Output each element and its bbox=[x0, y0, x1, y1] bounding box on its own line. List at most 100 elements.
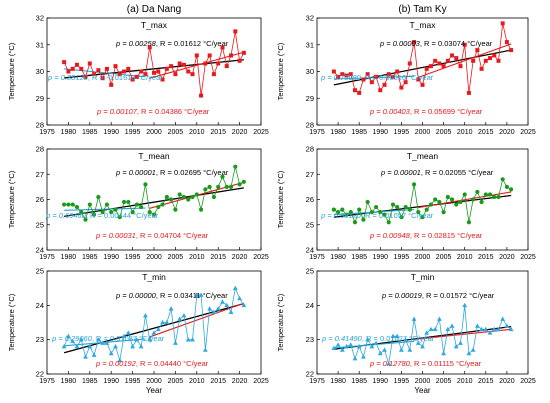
data-point bbox=[331, 69, 336, 74]
data-point bbox=[152, 70, 156, 75]
data-point bbox=[344, 212, 349, 217]
data-point bbox=[139, 69, 144, 74]
data-point bbox=[488, 56, 493, 61]
y-tick-label: 25 bbox=[306, 267, 314, 276]
data-point bbox=[233, 164, 238, 169]
x-tick-label: 2020 bbox=[499, 378, 515, 385]
data-point bbox=[357, 207, 362, 212]
x-tick-label: 2005 bbox=[436, 378, 452, 385]
data-point bbox=[403, 337, 409, 342]
data-point bbox=[156, 69, 161, 74]
data-point bbox=[113, 343, 118, 349]
x-tick-label: 1975 bbox=[39, 254, 55, 261]
x-tick-label: 1980 bbox=[61, 129, 77, 136]
data-point bbox=[407, 207, 412, 212]
panel-tam-ky-t-min: 1975 1980 1985 1990 1995 2000 2005 2010 2015 2020… bbox=[276, 267, 536, 396]
panel-tam-ky-t-mean: 1975 1980 1985 1990 1995 2000 2005 2010 2015 2020… bbox=[276, 145, 536, 262]
y-tick-label: 28 bbox=[306, 121, 314, 130]
x-tick-label: 1980 bbox=[61, 254, 77, 261]
data-point bbox=[160, 77, 165, 82]
x-tick-label: 2020 bbox=[232, 129, 248, 136]
data-point bbox=[336, 74, 341, 79]
data-point bbox=[509, 48, 514, 53]
data-point bbox=[479, 66, 484, 71]
y-axis-label: Temperature (°C) bbox=[276, 293, 285, 351]
data-point bbox=[348, 72, 353, 77]
data-point bbox=[344, 73, 349, 78]
data-point bbox=[450, 53, 455, 58]
stats-p-value: p = 0.00003 bbox=[379, 39, 421, 48]
data-point bbox=[143, 182, 148, 187]
stats-p-value: p = 0.00001 bbox=[115, 168, 156, 177]
data-point bbox=[474, 323, 480, 328]
x-tick-label: 2025 bbox=[520, 378, 536, 385]
x-tick-label: 2000 bbox=[415, 129, 431, 136]
stats-p-value: p = 0.00000 bbox=[115, 291, 157, 300]
data-point bbox=[491, 326, 497, 332]
data-point bbox=[441, 210, 446, 215]
data-point bbox=[428, 202, 434, 207]
data-point bbox=[340, 72, 345, 77]
data-point bbox=[241, 179, 246, 184]
data-point bbox=[500, 21, 505, 26]
stats-label-early: p = 0.38120, R = -0.01613 °C/year bbox=[47, 73, 163, 82]
data-point bbox=[126, 66, 131, 71]
trend-line-late bbox=[149, 302, 245, 338]
data-point bbox=[164, 319, 170, 325]
data-point bbox=[441, 350, 446, 356]
x-tick-label: 1995 bbox=[125, 129, 141, 136]
data-point bbox=[340, 207, 345, 212]
stats-label-full: p = 0.00000, R = 0.03411 °C/year bbox=[115, 291, 228, 300]
x-tick-label: 2015 bbox=[478, 254, 494, 261]
x-tick-label: 2025 bbox=[520, 254, 536, 261]
stats-rate: , R = 0.00444 °C/year bbox=[86, 211, 159, 220]
x-tick-label: 1975 bbox=[39, 378, 55, 385]
data-point bbox=[378, 88, 383, 93]
data-point bbox=[241, 50, 246, 55]
data-point bbox=[428, 326, 434, 332]
data-point bbox=[395, 204, 400, 210]
stats-p-value: p = 0.00948 bbox=[369, 231, 411, 240]
data-point bbox=[70, 66, 75, 71]
panel-da-nang-t-max: 1975 1980 1985 1990 1995 2000 2005 2010 2015 2020… bbox=[7, 14, 269, 137]
data-point bbox=[79, 210, 84, 215]
x-tick-label: 1985 bbox=[351, 378, 367, 385]
data-point bbox=[211, 194, 217, 200]
data-point bbox=[365, 72, 370, 77]
data-point bbox=[130, 77, 135, 82]
panel-title-tam-ky: (b) Tam Ky bbox=[398, 4, 446, 15]
y-tick-label: 24 bbox=[36, 246, 44, 255]
data-point bbox=[504, 184, 509, 189]
data-point bbox=[382, 347, 387, 352]
y-tick-label: 29 bbox=[306, 94, 314, 103]
data-point bbox=[70, 202, 75, 207]
data-point bbox=[454, 56, 459, 61]
data-point bbox=[194, 292, 200, 297]
stats-label-late: p = 0.00107, R = 0.04386 °C/year bbox=[96, 107, 210, 116]
x-tick-label: 1980 bbox=[330, 254, 346, 261]
data-point bbox=[91, 352, 97, 357]
data-point bbox=[411, 182, 417, 187]
data-point bbox=[224, 64, 229, 69]
stats-label-full: p = 0.00001, R = 0.02055 °C/year bbox=[380, 168, 494, 177]
y-tick-label: 30 bbox=[306, 67, 314, 76]
data-point bbox=[356, 343, 362, 349]
data-point bbox=[228, 184, 234, 189]
data-point bbox=[147, 45, 152, 50]
data-point bbox=[424, 330, 430, 335]
trend-line-full bbox=[63, 302, 245, 354]
data-point bbox=[475, 189, 480, 195]
stats-rate: , R = 0.05699 °C/year bbox=[410, 107, 483, 116]
data-point bbox=[369, 210, 374, 215]
data-point bbox=[449, 197, 455, 202]
data-point bbox=[436, 316, 442, 321]
y-tick-label: 28 bbox=[36, 121, 44, 130]
data-point bbox=[173, 340, 178, 345]
stats-p-value: p = 0.38120 bbox=[47, 73, 89, 82]
stats-rate: , R = 0.00516 °C/year bbox=[361, 73, 434, 82]
x-tick-label: 2020 bbox=[232, 378, 248, 385]
data-point bbox=[458, 340, 463, 345]
x-tick-label: 1995 bbox=[394, 129, 410, 136]
data-point bbox=[237, 295, 242, 301]
